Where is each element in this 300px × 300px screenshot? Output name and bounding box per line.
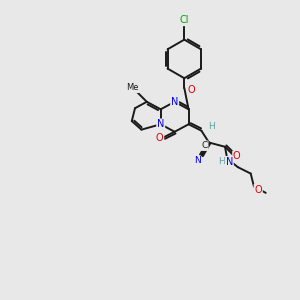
Text: O: O — [156, 133, 164, 143]
Text: O: O — [233, 152, 241, 161]
Text: N: N — [157, 119, 164, 129]
Text: Me: Me — [127, 83, 139, 92]
Text: H: H — [218, 157, 225, 166]
Text: H: H — [208, 122, 214, 131]
Text: N: N — [226, 157, 233, 167]
Text: N: N — [194, 156, 200, 165]
Text: C: C — [202, 141, 208, 150]
Text: O: O — [188, 85, 196, 95]
Text: N: N — [171, 97, 178, 107]
Text: O: O — [254, 184, 262, 195]
Text: Cl: Cl — [179, 15, 189, 26]
